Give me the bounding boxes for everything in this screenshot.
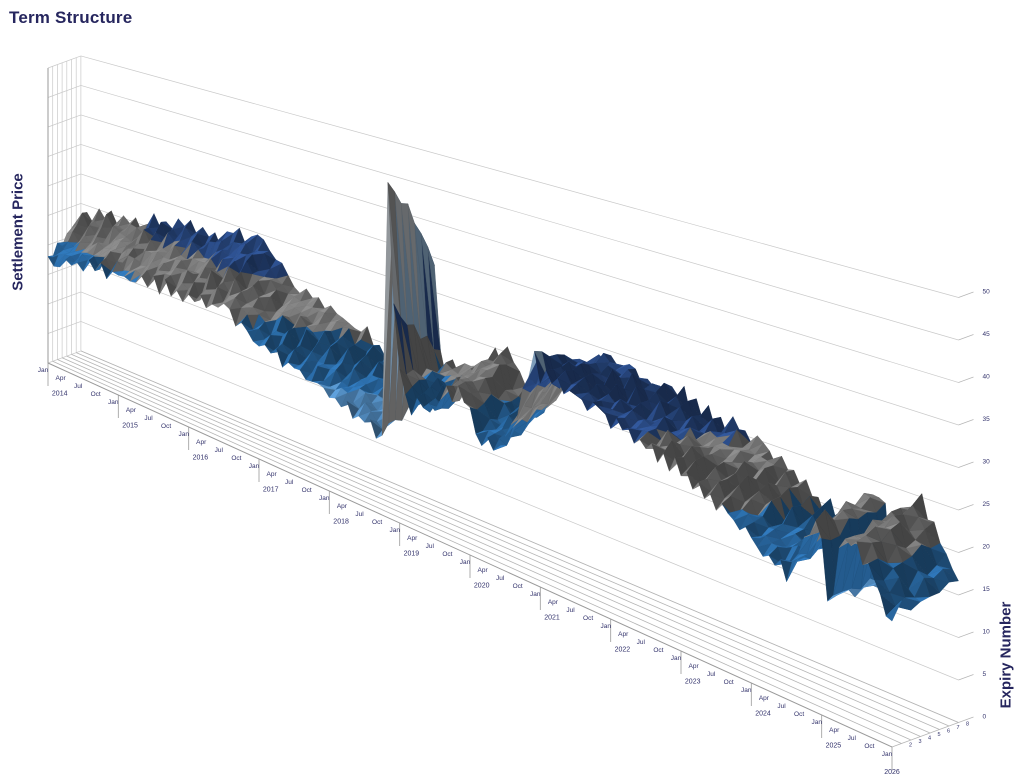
svg-text:2: 2: [909, 743, 912, 749]
svg-text:Oct: Oct: [302, 487, 312, 494]
svg-text:2018: 2018: [333, 518, 349, 525]
chart-title: Term Structure: [9, 8, 133, 27]
svg-text:2026: 2026: [884, 769, 900, 776]
svg-text:Jan: Jan: [741, 687, 752, 694]
svg-text:50: 50: [983, 289, 991, 296]
svg-text:10: 10: [983, 629, 991, 636]
svg-text:Oct: Oct: [372, 519, 382, 526]
svg-text:2021: 2021: [544, 614, 560, 621]
y-axis-title: Expiry Number: [997, 601, 1015, 709]
svg-text:2016: 2016: [193, 454, 209, 461]
svg-text:Apr: Apr: [126, 407, 137, 414]
svg-text:Oct: Oct: [161, 423, 171, 430]
svg-text:25: 25: [983, 501, 991, 508]
z-axis-title: Settlement Price: [9, 173, 27, 291]
svg-text:Jul: Jul: [74, 383, 83, 390]
svg-text:Jul: Jul: [496, 575, 505, 582]
svg-text:Jan: Jan: [460, 559, 471, 566]
svg-text:2022: 2022: [615, 646, 631, 653]
svg-text:3: 3: [918, 739, 921, 745]
svg-text:7: 7: [956, 725, 959, 731]
svg-text:8: 8: [966, 722, 969, 728]
svg-text:Jul: Jul: [355, 511, 364, 518]
svg-text:Oct: Oct: [583, 615, 593, 622]
svg-text:Apr: Apr: [407, 535, 418, 542]
svg-text:Jul: Jul: [426, 543, 435, 550]
svg-text:Jul: Jul: [215, 447, 224, 454]
svg-text:Jul: Jul: [777, 703, 786, 710]
svg-text:Oct: Oct: [442, 551, 452, 558]
svg-text:Jul: Jul: [848, 735, 857, 742]
svg-text:2024: 2024: [755, 710, 771, 717]
svg-text:2014: 2014: [52, 390, 68, 397]
svg-text:5: 5: [983, 671, 987, 678]
svg-text:4: 4: [928, 736, 931, 742]
svg-text:Jan: Jan: [671, 655, 682, 662]
svg-text:40: 40: [983, 374, 991, 381]
svg-text:Oct: Oct: [513, 583, 523, 590]
svg-text:30: 30: [983, 459, 991, 466]
svg-text:15: 15: [983, 586, 991, 593]
svg-text:Apr: Apr: [56, 375, 67, 382]
svg-text:2015: 2015: [122, 422, 138, 429]
svg-text:Apr: Apr: [478, 567, 489, 574]
svg-text:Apr: Apr: [267, 471, 278, 478]
svg-text:Jan: Jan: [108, 399, 119, 406]
svg-text:0: 0: [983, 714, 987, 721]
svg-text:Jan: Jan: [319, 495, 330, 502]
svg-text:Apr: Apr: [689, 663, 700, 670]
svg-text:6: 6: [947, 729, 950, 735]
svg-text:Jan: Jan: [600, 623, 611, 630]
svg-text:2020: 2020: [474, 582, 490, 589]
svg-text:2019: 2019: [404, 550, 420, 557]
svg-text:2023: 2023: [685, 678, 701, 685]
svg-text:Oct: Oct: [653, 647, 663, 654]
svg-text:Jul: Jul: [285, 479, 294, 486]
svg-text:Jan: Jan: [882, 751, 893, 758]
svg-text:Jul: Jul: [144, 415, 153, 422]
svg-text:Apr: Apr: [829, 727, 840, 734]
svg-text:2025: 2025: [826, 742, 842, 749]
svg-text:45: 45: [983, 331, 991, 338]
svg-text:Apr: Apr: [196, 439, 207, 446]
svg-text:Oct: Oct: [91, 391, 101, 398]
svg-text:Jan: Jan: [178, 431, 189, 438]
svg-text:2017: 2017: [263, 486, 279, 493]
svg-text:Jan: Jan: [811, 719, 822, 726]
svg-text:Apr: Apr: [759, 695, 770, 702]
svg-text:Jan: Jan: [249, 463, 260, 470]
svg-text:Jul: Jul: [637, 639, 646, 646]
svg-text:Jan: Jan: [530, 591, 541, 598]
svg-text:5: 5: [937, 732, 940, 738]
svg-text:35: 35: [983, 416, 991, 423]
svg-text:Oct: Oct: [231, 455, 241, 462]
svg-text:Oct: Oct: [724, 679, 734, 686]
svg-text:Jul: Jul: [566, 607, 575, 614]
svg-text:Oct: Oct: [794, 711, 804, 718]
svg-text:Apr: Apr: [618, 631, 629, 638]
svg-text:Oct: Oct: [864, 743, 874, 750]
svg-text:Jan: Jan: [38, 367, 49, 374]
svg-text:Jul: Jul: [707, 671, 716, 678]
svg-text:20: 20: [983, 544, 991, 551]
svg-text:Apr: Apr: [548, 599, 559, 606]
svg-text:Jan: Jan: [389, 527, 400, 534]
svg-text:Apr: Apr: [337, 503, 348, 510]
